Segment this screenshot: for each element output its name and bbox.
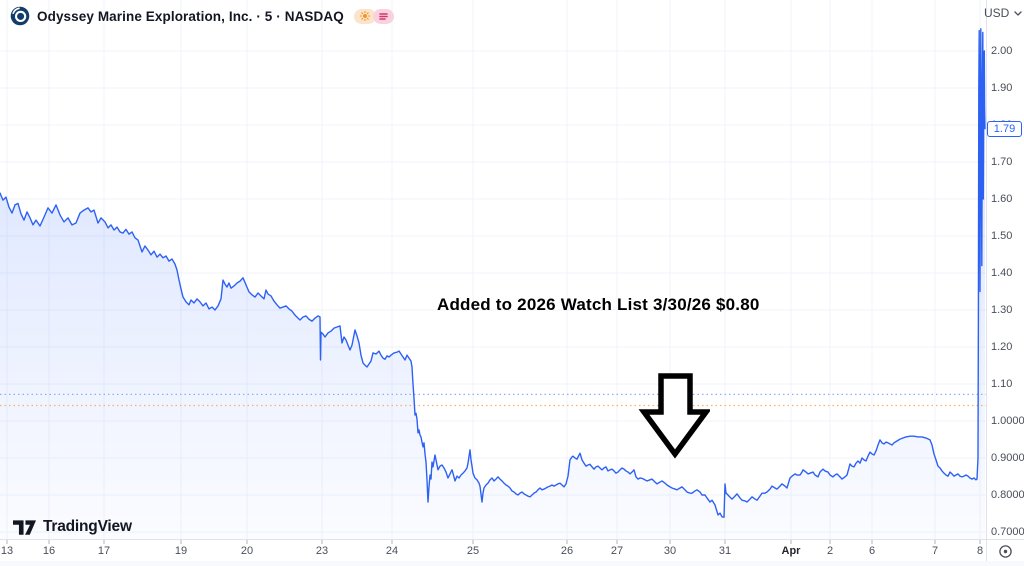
time-tick-label: 20 bbox=[240, 545, 254, 557]
list-lines-icon bbox=[379, 12, 388, 20]
price-line-series bbox=[0, 28, 986, 518]
price-tick-label: 1.50 bbox=[991, 229, 1013, 242]
odyssey-marine-logo-icon bbox=[10, 6, 30, 26]
currency-label: USD bbox=[984, 6, 1010, 20]
trending-hot-badge[interactable] bbox=[353, 8, 376, 24]
time-axis-border bbox=[0, 539, 1024, 540]
tradingview-logo-link[interactable]: TradingView bbox=[13, 518, 132, 536]
time-tick-label: 2 bbox=[826, 545, 834, 557]
time-tick-label: 24 bbox=[385, 545, 399, 557]
time-tick-label: 31 bbox=[718, 545, 732, 557]
price-tick-label: 1.10 bbox=[991, 377, 1013, 390]
time-axis[interactable]: 13 16 17 19 20 23 24 25 26 27 30 31 Apr 2 6 7 8 bbox=[0, 540, 1024, 561]
sun-icon bbox=[359, 11, 370, 21]
tradingview-logo-text: TradingView bbox=[43, 518, 132, 535]
price-tick-label: 2.00 bbox=[991, 44, 1013, 57]
down-arrow-drawing[interactable] bbox=[638, 368, 710, 460]
time-tick-label: 30 bbox=[663, 545, 677, 557]
time-tick-label: Apr bbox=[781, 545, 801, 557]
time-tick-label: 26 bbox=[560, 545, 574, 557]
time-tick-label: 27 bbox=[610, 545, 624, 557]
chevron-down-icon bbox=[1014, 10, 1022, 16]
time-tick-label: 19 bbox=[174, 545, 188, 557]
price-tick-label: 1.70 bbox=[991, 155, 1013, 168]
time-tick-label: 8 bbox=[976, 545, 984, 557]
price-tick-label: 0.8000 bbox=[991, 488, 1024, 501]
time-tick-label: 6 bbox=[868, 545, 876, 557]
annotation-text[interactable]: Added to 2026 Watch List 3/30/26 $0.80 bbox=[437, 295, 760, 314]
time-tick-label: 17 bbox=[97, 545, 111, 557]
price-axis[interactable]: 2.001.901.801.701.601.501.401.301.201.10… bbox=[987, 0, 1024, 539]
tradingview-mark-icon bbox=[13, 519, 36, 535]
last-price-label: 1.79 bbox=[987, 120, 1022, 137]
chart-header: Odyssey Marine Exploration, Inc. · 5 · N… bbox=[10, 4, 394, 28]
price-tick-label: 1.90 bbox=[991, 81, 1013, 94]
time-tick-label: 13 bbox=[0, 545, 14, 557]
timezone-button[interactable] bbox=[998, 544, 1013, 559]
currency-selector[interactable]: USD bbox=[984, 6, 1022, 20]
price-area-fill bbox=[0, 28, 985, 540]
price-tick-label: 0.9000 bbox=[991, 451, 1024, 464]
price-axis-border bbox=[986, 0, 987, 566]
time-tick-label: 16 bbox=[42, 545, 56, 557]
price-tick-label: 1.30 bbox=[991, 303, 1013, 316]
watchlist-badge[interactable] bbox=[372, 8, 394, 24]
time-tick-label: 23 bbox=[315, 545, 329, 557]
price-tick-label: 1.60 bbox=[991, 192, 1013, 205]
time-tick-label: 25 bbox=[466, 545, 480, 557]
price-tick-label: 1.20 bbox=[991, 340, 1013, 353]
price-tick-label: 1.40 bbox=[991, 266, 1013, 279]
price-tick-label: 1.0000 bbox=[991, 414, 1024, 427]
symbol-title: Odyssey Marine Exploration, Inc. · 5 · N… bbox=[37, 8, 344, 24]
bottom-edge-strip bbox=[0, 561, 1024, 566]
time-tick-label: 7 bbox=[931, 545, 939, 557]
price-tick-label: 0.7000 bbox=[991, 525, 1024, 538]
